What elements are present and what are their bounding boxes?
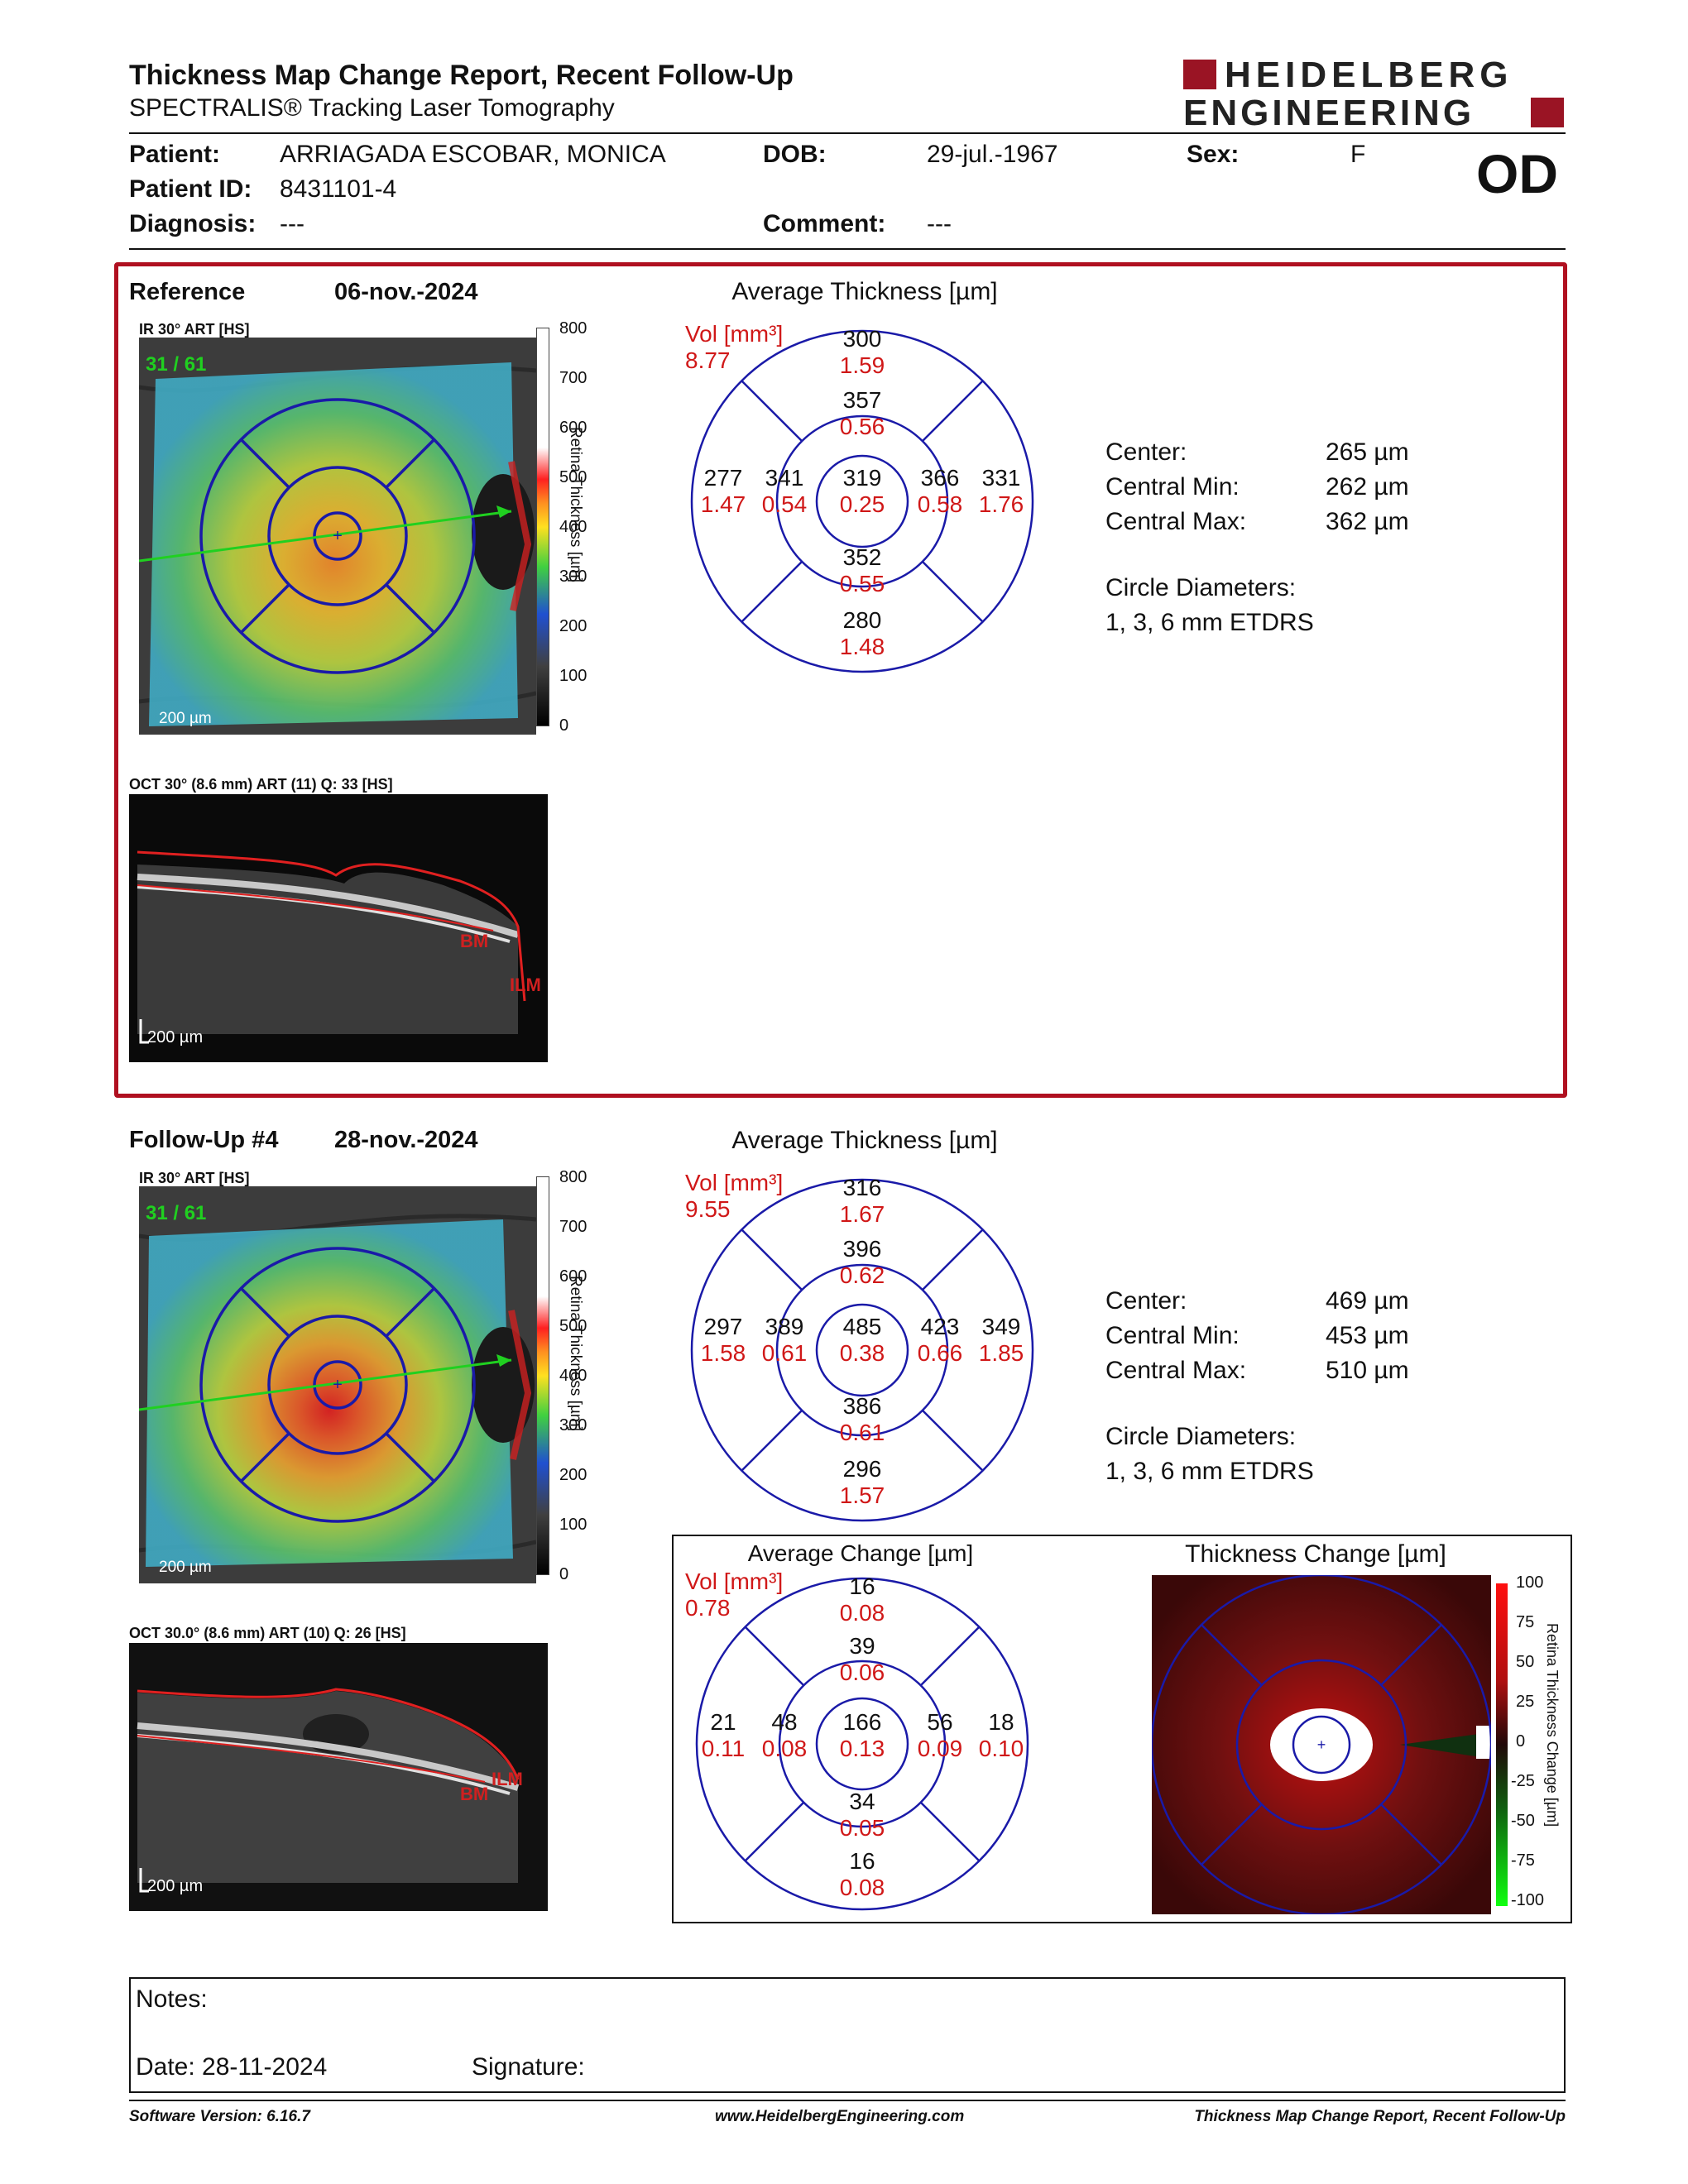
change-panel-title: Average Change [µm] [747, 1540, 974, 1566]
followup-colorbar: 800 700 600 500 400 300 200 100 0 Retina… [536, 1168, 627, 1583]
sex-value: F [1350, 141, 1366, 168]
followup-label: Follow-Up #4 [129, 1127, 279, 1153]
followup-circle-value: 1, 3, 6 mm ETDRS [1105, 1458, 1314, 1485]
followup-ir-scale: 200 µm [159, 1559, 212, 1576]
reference-etdrs-grid: Vol [mm³] 8.77 300 1.59 357 0.56 319 0.2… [680, 314, 1044, 678]
reference-max-label: Central Max: [1105, 508, 1247, 535]
reference-label: Reference [129, 279, 246, 305]
followup-panel-title: Average Thickness [µm] [731, 1127, 998, 1154]
reference-min-value: 262 µm [1326, 473, 1409, 500]
dob-value: 29-jul.-1967 [927, 141, 1058, 168]
svg-text:ILM: ILM [492, 1769, 523, 1789]
footer-rule [129, 2100, 1566, 2101]
followup-ir-image: + 31 / 61 200 µm [138, 1186, 537, 1583]
reference-frame [114, 262, 1567, 1098]
notes-signature-label: Signature: [472, 2053, 585, 2081]
reference-center-label: Center: [1105, 438, 1187, 466]
followup-oct-scale: 200 µm [147, 1877, 203, 1895]
reference-ir-image: + 31 / 61 200 µm [138, 338, 537, 735]
comment-value: --- [927, 210, 952, 237]
svg-text:BM: BM [460, 1784, 488, 1804]
reference-circle-value: 1, 3, 6 mm ETDRS [1105, 609, 1314, 636]
heidelberg-logo: HEIDELBERG ENGINEERING [1183, 55, 1564, 133]
reference-circle-label: Circle Diameters: [1105, 574, 1297, 601]
followup-oct-image: BM ILM 200 µm [129, 1643, 548, 1911]
header-rule [129, 132, 1566, 134]
followup-oct-caption: OCT 30.0° (8.6 mm) ART (10) Q: 26 [HS] [129, 1625, 406, 1641]
notes-label: Notes: [136, 1985, 208, 2013]
followup-min-value: 453 µm [1326, 1322, 1409, 1349]
followup-min-label: Central Min: [1105, 1322, 1240, 1349]
patient-id-label: Patient ID: [129, 175, 252, 203]
followup-colorbar-label: Retina Thickness [µm] [567, 1276, 584, 1431]
change-map-title: Thickness Change [µm] [1185, 1540, 1446, 1568]
change-frame [672, 1535, 1572, 1923]
footer-website[interactable]: www.HeidelbergEngineering.com [715, 2108, 965, 2125]
reference-center-value: 265 µm [1326, 438, 1409, 466]
followup-center-value: 469 µm [1326, 1287, 1409, 1315]
reference-oct-caption: OCT 30° (8.6 mm) ART (11) Q: 33 [HS] [129, 776, 393, 793]
followup-center-label: Center: [1105, 1287, 1187, 1315]
reference-ir-caption: IR 30° ART [HS] [139, 321, 250, 338]
followup-etdrs-grid: Vol [mm³] 9.55 316 1.67 396 0.62 485 0.3… [680, 1163, 1044, 1527]
svg-text:ILM: ILM [510, 975, 541, 995]
followup-date: 28-nov.-2024 [334, 1127, 478, 1153]
thickness-change-map: + [1150, 1573, 1493, 1916]
eye-indicator: OD [1476, 143, 1558, 204]
header-rule-bottom [129, 248, 1566, 250]
followup-ir-caption: IR 30° ART [HS] [139, 1170, 250, 1186]
change-colorbar: 100 75 50 25 0 -25 -50 -75 -100 Retina T… [1496, 1573, 1572, 1914]
sex-label: Sex: [1187, 141, 1240, 168]
svg-text:+: + [333, 527, 343, 545]
patient-id: 8431101-4 [280, 175, 397, 203]
reference-min-label: Central Min: [1105, 473, 1240, 500]
footer-report-name: Thickness Map Change Report, Recent Foll… [1194, 2108, 1566, 2125]
reference-ir-frame: 31 / 61 [146, 353, 206, 376]
followup-ir-frame: 31 / 61 [146, 1202, 206, 1224]
reference-colorbar: 800 700 600 500 400 300 200 100 0 Retina… [536, 319, 627, 735]
notes-box[interactable] [129, 1977, 1566, 2093]
footer-software: Software Version: 6.16.7 [129, 2108, 310, 2125]
notes-date: Date: 28-11-2024 [136, 2053, 328, 2081]
followup-circle-label: Circle Diameters: [1105, 1423, 1297, 1450]
svg-text:+: + [1317, 1736, 1326, 1753]
comment-label: Comment: [763, 210, 886, 237]
reference-colorbar-label: Retina Thickness [µm] [567, 427, 584, 582]
reference-oct-scale: 200 µm [147, 1028, 203, 1046]
reference-panel-title: Average Thickness [µm] [731, 278, 998, 305]
diagnosis-label: Diagnosis: [129, 210, 257, 237]
diagnosis-value: --- [280, 210, 305, 237]
reference-max-value: 362 µm [1326, 508, 1409, 535]
change-etdrs-grid: Vol [mm³] 0.78 16 0.08 39 0.06 166 0.13 … [680, 1569, 1044, 1916]
svg-text:BM: BM [460, 931, 488, 951]
reference-oct-image: BM ILM 200 µm [129, 794, 548, 1062]
followup-max-value: 510 µm [1326, 1357, 1409, 1384]
reference-date: 06-nov.-2024 [334, 279, 478, 305]
svg-text:+: + [333, 1376, 343, 1394]
reference-ir-scale: 200 µm [159, 710, 212, 727]
dob-label: DOB: [763, 141, 827, 168]
patient-label: Patient: [129, 141, 221, 168]
report-title: Thickness Map Change Report, Recent Foll… [129, 60, 794, 91]
followup-max-label: Central Max: [1105, 1357, 1247, 1384]
change-colorbar-label: Retina Thickness Change [µm] [1544, 1623, 1561, 1827]
patient-name: ARRIAGADA ESCOBAR, MONICA [280, 141, 666, 168]
report-subtitle: SPECTRALIS® Tracking Laser Tomography [129, 94, 615, 122]
